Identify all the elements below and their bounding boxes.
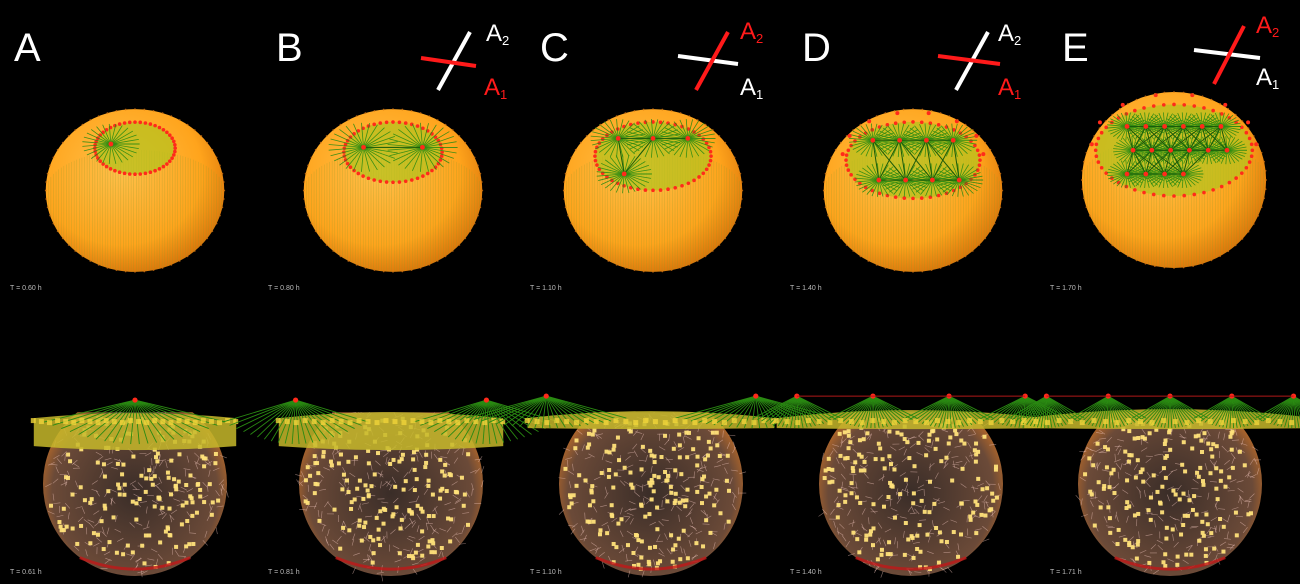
panel-d: D A2 A1 T = 1.40 h T = 1.40 h — [752, 0, 1070, 584]
embryo-top-view — [1080, 91, 1268, 269]
embryo-side-view — [1008, 393, 1300, 576]
axis-label-a1: A1 — [1256, 64, 1280, 92]
timestamp-top: T = 0.60 h — [10, 285, 42, 292]
axis-a1-line — [937, 54, 1001, 66]
panel-a: A T = 0.60 h T = 0.61 h — [0, 0, 258, 584]
timestamp-bottom: T = 1.40 h — [790, 569, 822, 576]
panel-e: E A2 A1 T = 1.70 h T = 1.71 h — [1008, 0, 1300, 584]
panel-c: C A2 A1 T = 1.10 h T = 1.10 h — [465, 0, 837, 584]
embryo-top-view — [562, 108, 744, 273]
axis-label-a1: A1 — [740, 74, 764, 102]
embryo-top-view — [44, 108, 226, 273]
timestamp-top: T = 1.70 h — [1050, 285, 1082, 292]
axis-a1-line — [677, 54, 739, 66]
axis-label-a1: A1 — [998, 74, 1022, 102]
axis-a2-line — [1212, 25, 1246, 85]
cleavage-axes-diagram — [420, 31, 477, 91]
axis-label-a2: A2 — [998, 20, 1022, 48]
panel-b: B A2 A1 T = 0.80 h T = 0.81 h — [222, 0, 560, 584]
panel-letter: A — [14, 26, 41, 70]
embryo-side-view — [222, 397, 560, 582]
axis-label-a2: A2 — [740, 18, 764, 46]
timestamp-bottom: T = 1.71 h — [1050, 569, 1082, 576]
panel-letter: E — [1062, 26, 1089, 70]
cleavage-axes-diagram — [1193, 25, 1261, 85]
embryo-top-view — [302, 108, 484, 273]
panel-letter: C — [540, 26, 569, 70]
axis-label-a2: A2 — [1256, 12, 1280, 40]
embryo-side-view — [752, 393, 1070, 578]
embryo-side-view — [465, 393, 837, 578]
axis-label-a1: A1 — [484, 74, 508, 102]
axis-label-a2: A2 — [486, 20, 510, 48]
embryo-side-view — [30, 397, 239, 578]
timestamp-bottom: T = 1.10 h — [530, 569, 562, 576]
axis-a2-line — [694, 31, 730, 91]
panel-letter: D — [802, 26, 831, 70]
axis-a1-line — [420, 56, 477, 68]
timestamp-top: T = 1.40 h — [790, 285, 822, 292]
timestamp-bottom: T = 0.61 h — [10, 569, 42, 576]
panel-letter: B — [276, 26, 303, 70]
timestamp-bottom: T = 0.81 h — [268, 569, 300, 576]
cleavage-axes-diagram — [677, 31, 739, 91]
axis-a1-line — [1193, 48, 1261, 60]
embryo-top-view — [822, 108, 1004, 273]
timestamp-top: T = 1.10 h — [530, 285, 562, 292]
timestamp-top: T = 0.80 h — [268, 285, 300, 292]
cleavage-axes-diagram — [937, 31, 1001, 91]
